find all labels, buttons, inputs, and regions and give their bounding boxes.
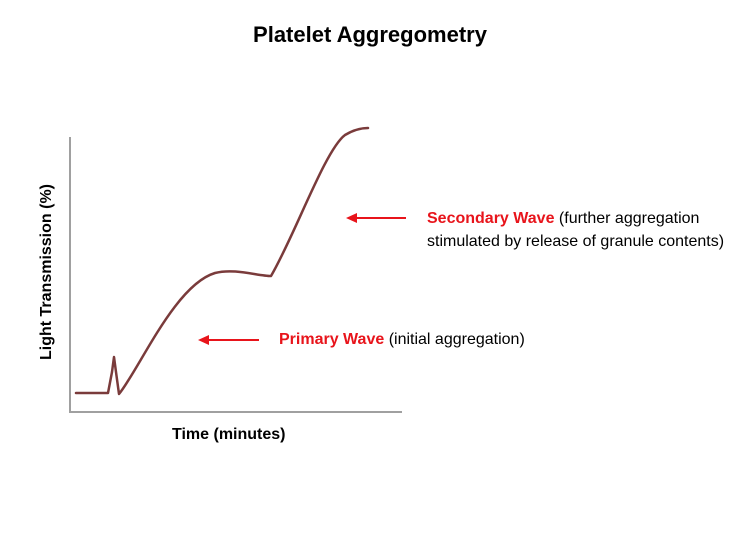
diagram-title: Platelet Aggregometry [253,22,487,47]
secondary-wave-annotation: Secondary Wave (further aggregation stim… [427,207,727,253]
secondary-wave-arrow [346,213,406,223]
primary-wave-highlight: Primary Wave [279,331,385,348]
primary-wave-description: (initial aggregation) [384,331,525,348]
secondary-wave-highlight: Secondary Wave [427,210,555,227]
primary-wave-arrow [198,335,259,345]
x-axis-label: Time (minutes) [172,426,286,443]
primary-wave-annotation: Primary Wave (initial aggregation) [279,328,525,351]
aggregation-curve [74,126,370,396]
y-axis-label: Light Transmission (%) [38,183,55,361]
secondary-wave-description: (further aggregation stimulated by relea… [427,210,725,250]
